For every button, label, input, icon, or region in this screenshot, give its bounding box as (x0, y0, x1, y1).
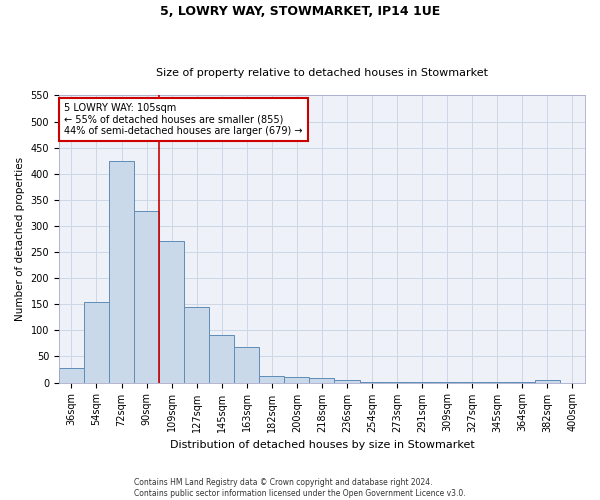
Bar (334, 380, 359, 382)
Bar (159, 240, 184, 382)
Text: 5, LOWRY WAY, STOWMARKET, IP14 1UE: 5, LOWRY WAY, STOWMARKET, IP14 1UE (160, 5, 440, 18)
Text: Contains HM Land Registry data © Crown copyright and database right 2024.
Contai: Contains HM Land Registry data © Crown c… (134, 478, 466, 498)
Bar (184, 307, 209, 382)
Title: Size of property relative to detached houses in Stowmarket: Size of property relative to detached ho… (156, 68, 488, 78)
Bar (234, 347, 259, 382)
Bar (284, 378, 310, 382)
Bar (59, 368, 84, 382)
Bar (310, 378, 334, 382)
Bar (259, 376, 284, 382)
Y-axis label: Number of detached properties: Number of detached properties (15, 157, 25, 321)
Bar (109, 160, 134, 382)
Bar (134, 212, 159, 382)
Text: 5 LOWRY WAY: 105sqm
← 55% of detached houses are smaller (855)
44% of semi-detac: 5 LOWRY WAY: 105sqm ← 55% of detached ho… (64, 102, 302, 136)
Bar (209, 335, 234, 382)
Bar (84, 302, 109, 382)
X-axis label: Distribution of detached houses by size in Stowmarket: Distribution of detached houses by size … (170, 440, 475, 450)
Bar (535, 380, 560, 382)
